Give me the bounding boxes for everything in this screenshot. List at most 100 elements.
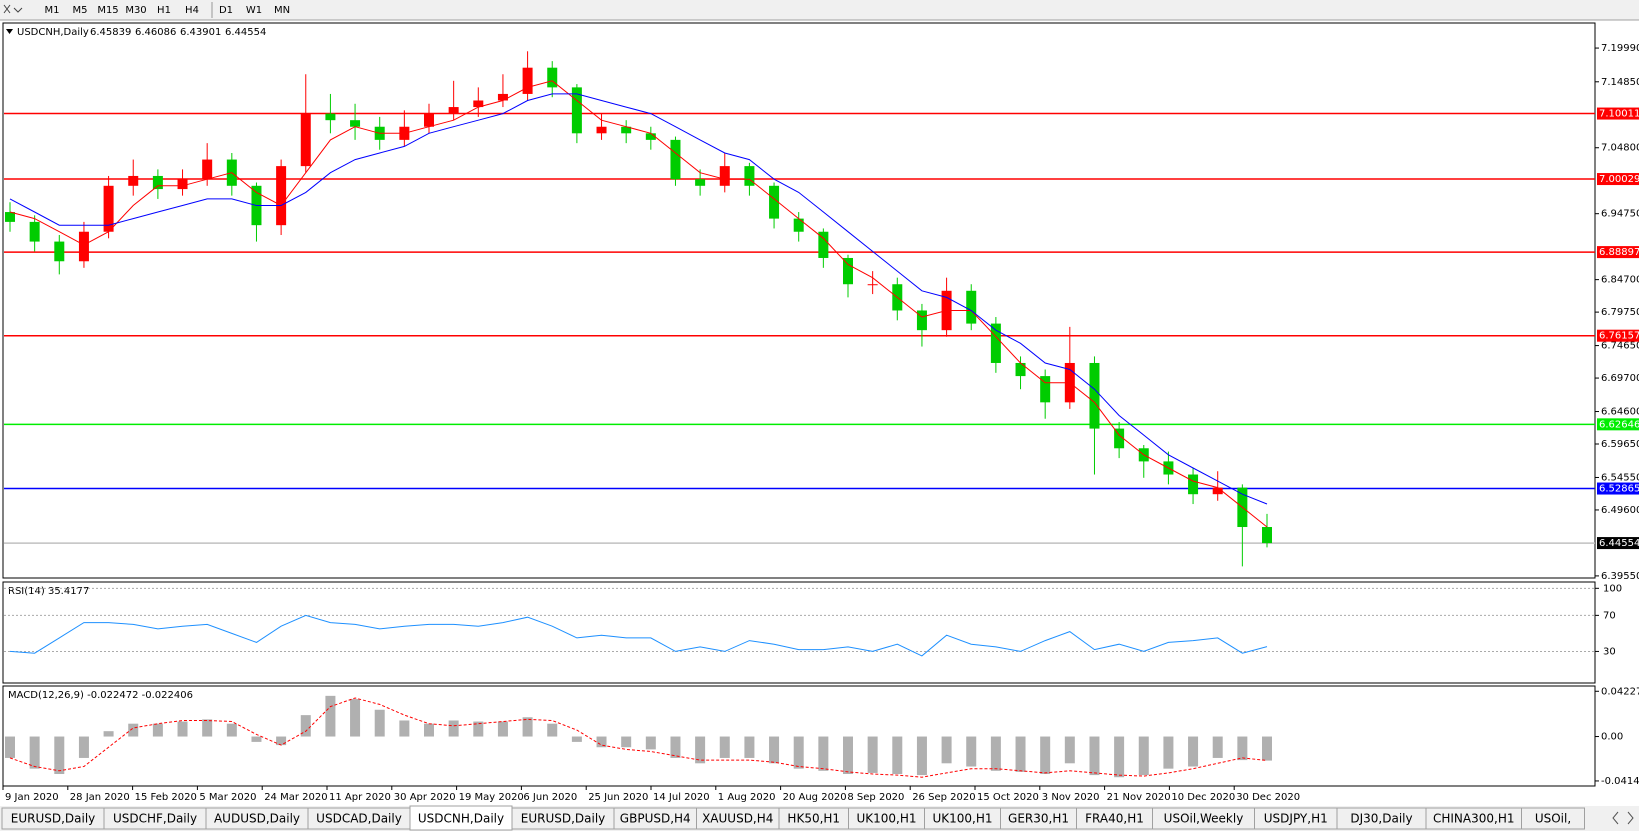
candle-body	[867, 284, 878, 286]
tab-label[interactable]: EURUSD,Daily	[11, 812, 96, 826]
macd-label: MACD(12,26,9) -0.022472 -0.022406	[8, 690, 193, 701]
macd-bar	[547, 723, 558, 737]
x-tick-label: 6 Jun 2020	[523, 792, 577, 803]
macd-bar	[596, 736, 607, 748]
y-tick-label: 30	[1603, 646, 1616, 657]
timeframe-button[interactable]: H4	[185, 5, 199, 16]
y-tick-label: 6.64600	[1601, 407, 1639, 418]
tab-scroll[interactable]	[1612, 811, 1634, 825]
tab-label[interactable]: EURUSD,Daily	[521, 812, 606, 826]
macd-bar	[1163, 736, 1174, 769]
candle-body	[1188, 474, 1199, 495]
macd-bar	[1188, 736, 1199, 767]
candle-body	[1015, 362, 1026, 377]
macd-bar	[621, 736, 632, 748]
macd-bar	[966, 736, 977, 767]
macd-bar	[793, 736, 804, 769]
timeframe-button[interactable]: MN	[274, 5, 290, 16]
macd-bar	[522, 717, 533, 737]
price-level-label-box	[1597, 329, 1639, 342]
candle-body	[1114, 428, 1125, 449]
y-tick-label: 0.042275	[1601, 686, 1639, 697]
macd-bar	[916, 736, 927, 776]
candle-body	[1089, 362, 1100, 429]
tab-label[interactable]: GBPUSD,H4	[620, 812, 691, 826]
candle-body	[843, 257, 853, 285]
macd-bar	[374, 709, 385, 737]
moving-average	[9, 80, 1268, 528]
x-tick-label: 8 Sep 2020	[847, 792, 904, 803]
y-tick-label: 100	[1603, 583, 1622, 594]
candle-body	[1262, 527, 1272, 544]
candle-body	[719, 166, 730, 186]
price-level-label: 7.00029	[1599, 174, 1639, 185]
macd-bar	[251, 736, 262, 742]
candle-body	[177, 179, 188, 190]
macd-bar	[670, 736, 681, 758]
tab-label[interactable]: CHINA300,H1	[1433, 812, 1515, 826]
candle-body	[128, 175, 139, 186]
tab-label[interactable]: HK50,H1	[787, 812, 840, 826]
timeframe-button[interactable]: M15	[97, 5, 118, 16]
tab-label[interactable]: AUDUSD,Daily	[214, 812, 300, 826]
price-level-label: 6.52865	[1599, 484, 1639, 495]
macd-bar	[1212, 736, 1223, 758]
x-tick-label: 5 Mar 2020	[199, 792, 256, 803]
price-panel	[2, 22, 1596, 579]
moving-average	[9, 93, 1268, 505]
x-tick-label: 19 May 2020	[459, 792, 524, 803]
tab-label[interactable]: UK100,H1	[932, 812, 992, 826]
tab-label[interactable]: USDCHF,Daily	[113, 812, 197, 826]
candle-body	[990, 323, 1001, 363]
candle-body	[596, 126, 607, 134]
tab-label[interactable]: USDCNH,Daily	[418, 812, 504, 826]
candle-body	[670, 139, 681, 180]
candle-body	[497, 93, 508, 101]
timeframe-button[interactable]: W1	[246, 5, 262, 16]
y-tick-label: 6.59650	[1601, 439, 1639, 450]
tab-label[interactable]: USDCAD,Daily	[316, 812, 402, 826]
price-level-label-box	[1597, 418, 1639, 431]
candle-body	[473, 100, 484, 108]
quote-value: 6.45839	[90, 27, 131, 38]
quote-value: 6.46086	[135, 27, 176, 38]
candle-body	[818, 231, 829, 258]
tab-label[interactable]: UK100,H1	[856, 812, 916, 826]
macd-bar	[867, 736, 878, 773]
y-tick-label: 6.69700	[1601, 373, 1639, 384]
price-level-label: 6.88897	[1599, 247, 1639, 258]
timeframe-button[interactable]: D1	[219, 5, 233, 16]
tab-label[interactable]: USOil,Weekly	[1164, 812, 1244, 826]
timeframe-button[interactable]: M5	[73, 5, 88, 16]
header-arrow[interactable]	[6, 29, 13, 34]
tab-label[interactable]: FRA40,H1	[1085, 812, 1144, 826]
macd-bar	[1040, 736, 1051, 775]
candle-body	[350, 120, 361, 127]
tab-label[interactable]: DJ30,Daily	[1350, 812, 1412, 826]
candle-body	[103, 185, 114, 232]
tab[interactable]	[1521, 807, 1585, 830]
timeframe-button[interactable]: M1	[45, 5, 60, 16]
y-tick-label: 7.19990	[1601, 43, 1639, 54]
tab-label[interactable]: USDJPY,H1	[1264, 812, 1328, 826]
macd-signal	[9, 697, 1268, 778]
macd-bar	[152, 723, 163, 737]
macd-bar	[769, 736, 780, 764]
tab-label[interactable]: GER30,H1	[1008, 812, 1069, 826]
tab-label[interactable]: XAUUSD,H4	[702, 812, 773, 826]
macd-bar	[424, 723, 434, 737]
candle-body	[276, 166, 287, 226]
price-level-label-box	[1597, 246, 1639, 259]
macd-bar	[645, 736, 656, 750]
macd-bar	[941, 736, 952, 764]
candle-body	[744, 166, 755, 186]
timeframe-button[interactable]: H1	[157, 5, 171, 16]
tab[interactable]	[409, 805, 513, 831]
candle-body	[54, 241, 65, 262]
macd-bar	[473, 721, 484, 737]
tab-label[interactable]: USOil,	[1535, 812, 1571, 826]
quote-value: 6.43901	[180, 27, 221, 38]
x-tick-label: 26 Sep 2020	[912, 792, 975, 803]
toolbar-icon[interactable]	[3, 4, 23, 14]
timeframe-button[interactable]: M30	[125, 5, 146, 16]
